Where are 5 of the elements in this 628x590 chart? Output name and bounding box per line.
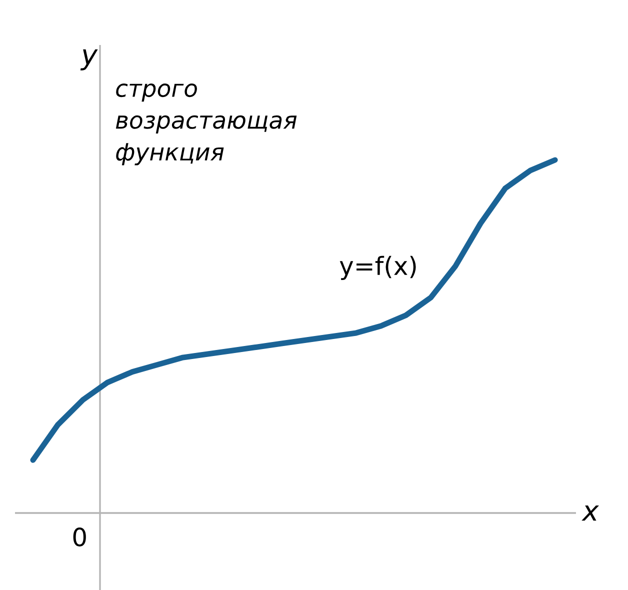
annotation: строго возрастающая функция xyxy=(116,84,297,166)
text: 0 xyxy=(73,528,86,546)
y-axis-title: y xyxy=(80,49,98,70)
series-label: y=f(x) xyxy=(340,256,416,280)
x-axis-title: x xyxy=(582,505,599,521)
